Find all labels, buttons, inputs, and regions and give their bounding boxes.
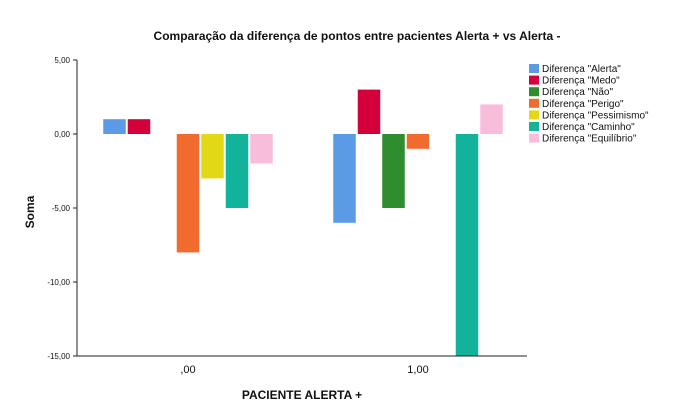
y-tick-label: -15,00 [47,352,70,361]
y-tick-labels: 5,00 0,00 -5,00 -10,00 -15,00 [47,56,77,361]
bar [225,134,249,208]
bar [103,119,126,134]
bar [357,89,381,134]
legend-swatch [529,98,539,108]
bar [455,134,479,356]
y-tick-label: -10,00 [47,278,70,287]
legend-label: Diferença "Alerta" [542,64,621,75]
y-tick-label: 5,00 [54,56,70,65]
legend-label: Diferença "Equilíbrio" [542,134,637,145]
x-tick-label: ,00 [180,364,195,376]
legend-swatch [529,110,539,120]
bar [382,134,405,208]
bar [480,104,503,134]
bar [176,134,200,253]
bar [250,134,273,164]
chart-title: Comparação da diferença de pontos entre … [154,29,561,43]
bars-layer [103,89,503,356]
legend-swatch [529,87,539,97]
bar [201,134,224,179]
bar [127,119,151,134]
legend-label: Diferença "Pessimismo" [542,110,649,121]
legend-swatch [529,133,539,143]
legend-swatch [529,75,539,85]
y-tick-label: 0,00 [54,130,70,139]
x-tick-labels: ,00 1,00 [180,364,428,376]
legend-swatch [529,64,539,73]
x-tick-label: 1,00 [407,364,428,376]
bar [333,134,356,223]
legend-swatch [529,122,539,131]
legend-label: Diferença "Medo" [542,76,620,87]
y-axis-label: Soma [23,195,37,228]
legend: Diferença "Alerta"Diferença "Medo"Difere… [529,64,649,145]
x-axis-label: PACIENTE ALERTA + [242,388,362,402]
legend-label: Diferença "Perigo" [542,99,624,110]
legend-label: Diferença "Caminho" [542,122,635,133]
y-tick-label: -5,00 [52,204,71,213]
legend-label: Diferença "Não" [542,87,613,98]
bar [406,134,430,149]
